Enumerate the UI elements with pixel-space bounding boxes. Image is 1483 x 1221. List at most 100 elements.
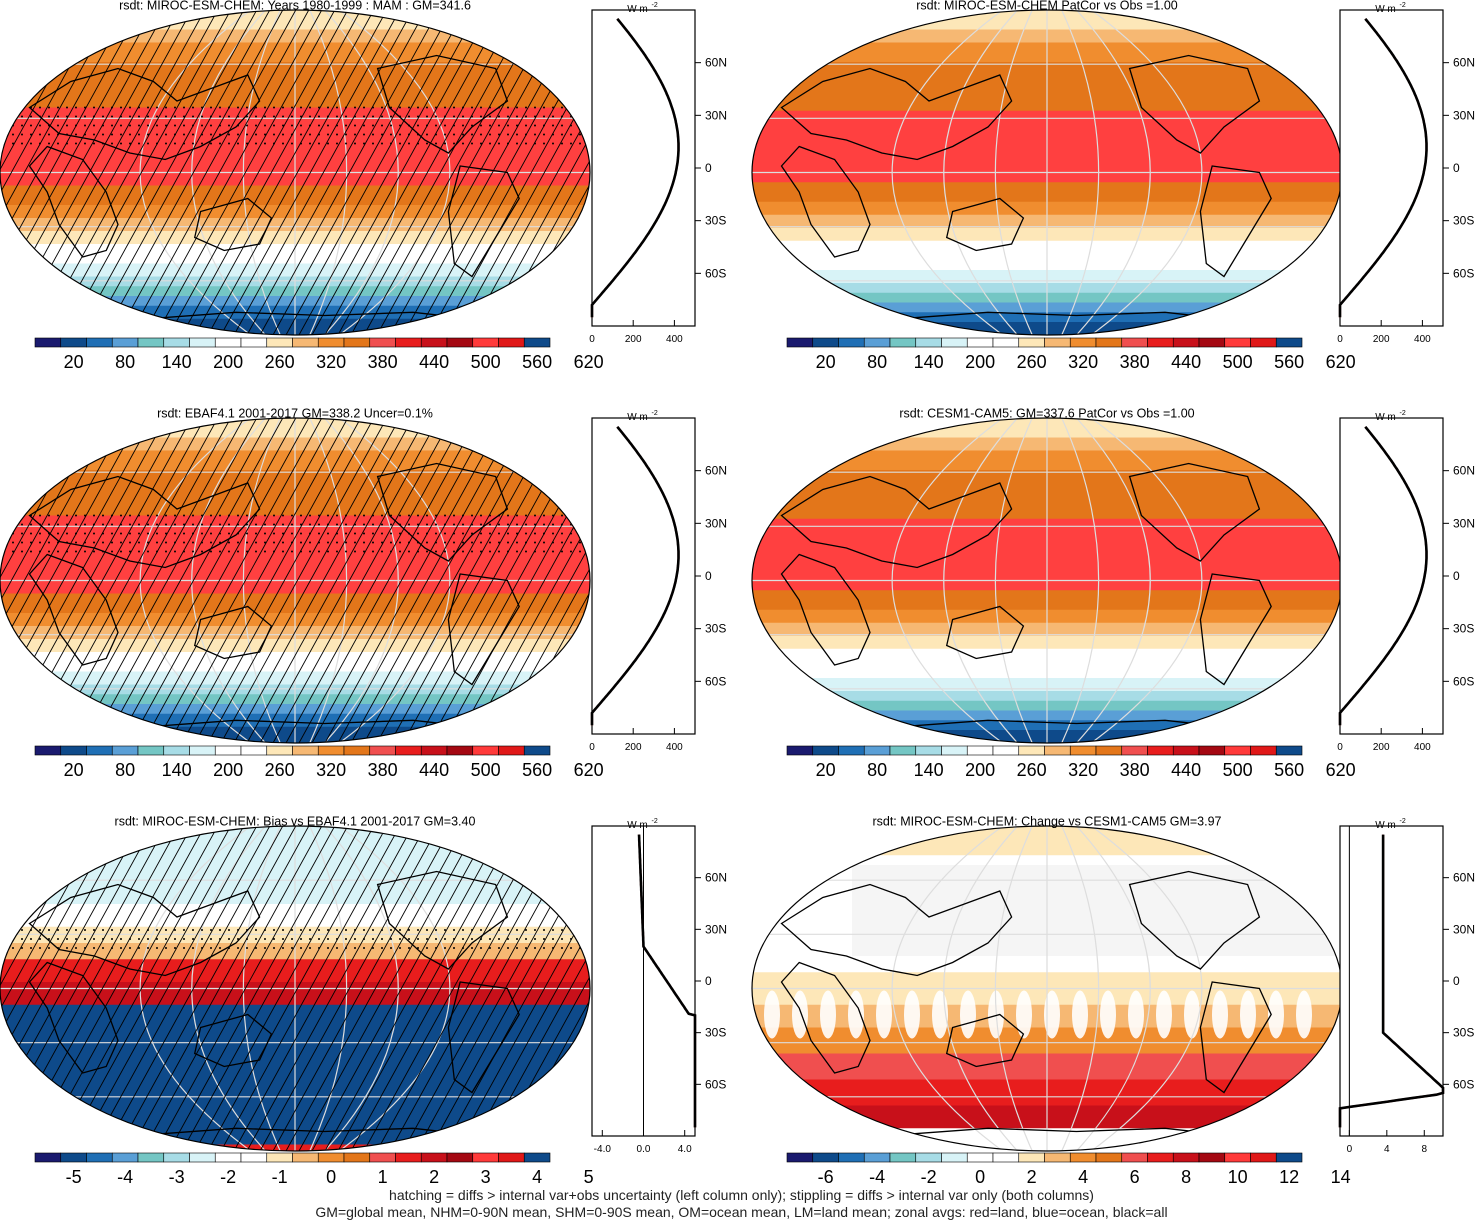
hatch-line: [324, 418, 505, 743]
stipple-dot: [579, 142, 581, 145]
colorbar-swatch: [60, 337, 87, 348]
stipple-dot: [75, 938, 77, 940]
stipple-dot: [48, 947, 50, 949]
colorbar-label: 200: [213, 352, 243, 372]
stipple-dot: [165, 133, 167, 136]
hatch-line: [246, 10, 427, 335]
graticule-meridian: [943, 826, 1018, 1151]
stipple-dot: [390, 541, 392, 544]
stipple-dot: [381, 514, 383, 517]
graticule-meridian: [242, 418, 281, 743]
colorbar-swatch: [266, 337, 293, 348]
colorbar-swatch: [189, 1152, 216, 1163]
stipple-dot: [561, 532, 563, 535]
stipple-dot: [543, 532, 545, 535]
map-title: rsdt: MIROC-ESM-CHEM PatCor vs Obs =1.00: [916, 0, 1178, 13]
stipple-dot: [552, 938, 554, 940]
stipple-dot: [147, 947, 149, 949]
colorbar-swatch: [266, 745, 293, 756]
stipple-dot: [552, 124, 554, 127]
colorbar-swatch: [446, 337, 474, 348]
stipple-dot: [219, 514, 221, 517]
colorbar-swatch: [446, 745, 474, 756]
zonal-frame: [591, 417, 696, 735]
coastline: [945, 197, 1025, 252]
wave-feature: [904, 990, 920, 1039]
colorbar-label: 20: [64, 352, 84, 372]
footer-line-1: hatching = diffs > internal var+obs unce…: [389, 1187, 1094, 1203]
stipple-dot: [111, 115, 113, 118]
stipple-dot: [138, 115, 140, 118]
stipple-dot: [435, 106, 437, 109]
stipple-dot: [147, 532, 149, 535]
colorbar-swatch: [1069, 337, 1097, 348]
stipple-dot: [165, 523, 167, 526]
stipple-dot: [534, 115, 536, 118]
stipple-dot: [444, 124, 446, 127]
colorbar-swatch: [446, 1152, 474, 1163]
stipple-dot: [93, 124, 95, 127]
stipple-dot: [309, 541, 311, 544]
colorbar-swatch: [472, 1152, 499, 1163]
stipple-dot: [426, 550, 428, 553]
stipple-dot: [237, 947, 239, 949]
stipple-dot: [57, 514, 59, 517]
hatch-line: [233, 826, 414, 1151]
wave-feature: [848, 990, 864, 1039]
stipple-dot: [66, 115, 68, 118]
stipple-dot: [336, 550, 338, 553]
colorbar-label: 380: [1120, 352, 1150, 372]
colorbar-swatch: [1198, 337, 1226, 348]
stipple-dot: [138, 550, 140, 553]
stipple-dot: [264, 514, 266, 517]
hatch-line: [272, 826, 453, 1151]
stipple-dot: [417, 514, 419, 517]
stipple-dot: [417, 532, 419, 535]
stipple-dot: [273, 514, 275, 517]
stipple-dot: [165, 532, 167, 535]
stipple-dot: [435, 938, 437, 940]
stipple-dot: [237, 514, 239, 517]
stipple-dot: [255, 523, 257, 526]
colorbar-label: 0: [326, 1167, 336, 1187]
stipple-dot: [480, 523, 482, 526]
stipple-dot: [48, 929, 50, 931]
stipple-dot: [390, 938, 392, 940]
stipple-dot: [525, 929, 527, 931]
stipple-dot: [534, 938, 536, 940]
stipple-dot: [219, 142, 221, 145]
stipple-dot: [318, 133, 320, 136]
stipple-dot: [174, 929, 176, 931]
hatch-line: [0, 418, 128, 743]
hatch-line: [272, 418, 453, 743]
stipple-dot: [507, 938, 509, 940]
x-tick-label: 4: [1384, 1144, 1390, 1155]
stipple-dot: [228, 550, 230, 553]
stipple-dot: [39, 115, 41, 118]
colorbar-label: 200: [213, 760, 243, 780]
stipple-dot: [354, 532, 356, 535]
colorbar-swatch: [786, 337, 814, 348]
stipple-dot: [462, 550, 464, 553]
stipple-dot: [561, 106, 563, 109]
stipple-dot: [471, 929, 473, 931]
lat-tick-label: 60S: [705, 674, 726, 688]
stipple-dot: [327, 133, 329, 136]
stipple-dot: [453, 106, 455, 109]
hatch-line: [129, 826, 310, 1151]
stipple-dot: [570, 133, 572, 136]
colorbar-swatch: [915, 337, 942, 348]
colorbar-label: 140: [162, 760, 192, 780]
stipple-dot: [210, 133, 212, 136]
hatch-line: [350, 418, 531, 743]
stipple-dot: [57, 106, 59, 109]
stipple-dot: [408, 124, 410, 127]
stipple-dot: [570, 532, 572, 535]
colorbar-swatch: [395, 745, 422, 756]
stipple-dot: [588, 115, 590, 118]
stipple-dot: [489, 514, 491, 517]
coastline: [193, 605, 273, 660]
stipple-dot: [291, 938, 293, 940]
stipple-dot: [570, 142, 572, 145]
stipple-dot: [183, 142, 185, 145]
